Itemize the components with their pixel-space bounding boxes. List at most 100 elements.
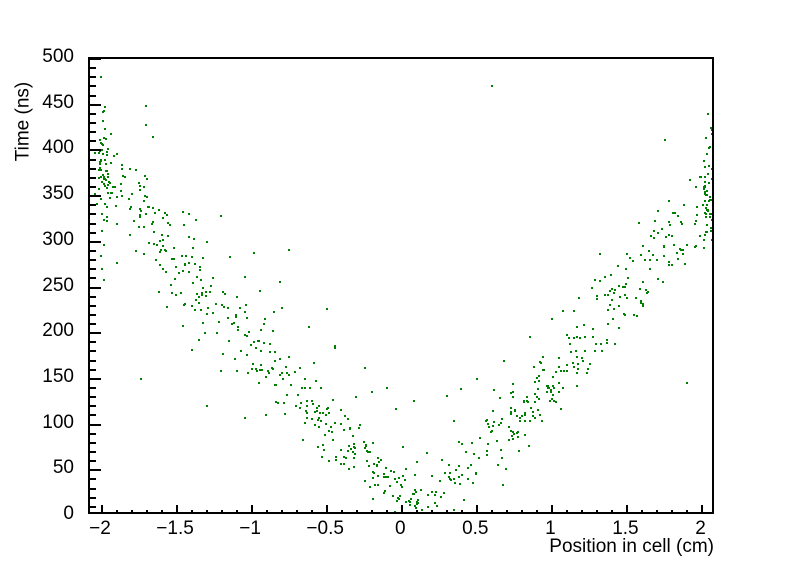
y-major-tick <box>90 195 101 197</box>
y-tick-label: 500 <box>42 46 74 67</box>
x-major-tick <box>401 505 403 512</box>
x-minor-tick <box>281 510 283 512</box>
y-minor-tick <box>90 85 96 87</box>
y-minor-tick <box>90 277 96 279</box>
x-minor-tick <box>221 510 223 512</box>
x-minor-tick <box>191 510 193 512</box>
x-axis-tick-labels: −2 −1.5 −1 −0.5 0 0.5 1 1.5 2 <box>0 519 796 545</box>
y-minor-tick <box>90 369 96 371</box>
y-axis-tick-labels: 0 50 100 150 200 250 300 350 400 450 500 <box>0 0 82 572</box>
x-minor-tick <box>131 510 133 512</box>
y-minor-tick <box>90 177 96 179</box>
x-major-tick <box>251 505 253 512</box>
x-minor-tick <box>161 510 163 512</box>
y-minor-tick <box>90 478 96 480</box>
y-minor-tick <box>90 131 96 133</box>
y-minor-tick <box>90 414 96 416</box>
x-major-tick <box>326 505 328 512</box>
x-minor-tick <box>596 510 598 512</box>
x-minor-tick <box>581 510 583 512</box>
y-tick-label: 250 <box>42 274 74 296</box>
y-minor-tick <box>90 223 96 225</box>
y-minor-tick <box>90 460 96 462</box>
y-minor-tick <box>90 497 96 499</box>
y-tick-label: 350 <box>42 183 74 205</box>
y-minor-tick <box>90 113 96 115</box>
y-minor-tick <box>90 213 96 215</box>
y-minor-tick <box>90 122 96 124</box>
x-major-tick <box>101 505 103 512</box>
y-minor-tick <box>90 305 96 307</box>
x-major-tick <box>476 505 478 512</box>
y-minor-tick <box>90 323 96 325</box>
x-minor-tick <box>236 510 238 512</box>
y-minor-tick <box>90 314 96 316</box>
x-minor-tick <box>641 510 643 512</box>
y-minor-tick <box>90 259 96 261</box>
y-minor-tick <box>90 442 96 444</box>
x-minor-tick <box>431 510 433 512</box>
x-tick-label: 1.5 <box>612 518 639 539</box>
y-minor-tick <box>90 396 96 398</box>
y-minor-tick <box>90 405 96 407</box>
y-minor-tick <box>90 433 96 435</box>
x-tick-label: 0 <box>394 518 406 539</box>
x-minor-tick <box>356 510 358 512</box>
x-minor-tick <box>536 510 538 512</box>
x-minor-tick <box>311 510 313 512</box>
x-minor-tick <box>116 510 118 512</box>
x-major-tick <box>551 505 553 512</box>
y-minor-tick <box>90 76 96 78</box>
x-minor-tick <box>461 510 463 512</box>
x-minor-tick <box>386 510 388 512</box>
y-minor-tick <box>90 168 96 170</box>
x-minor-tick <box>566 510 568 512</box>
y-minor-tick <box>90 296 96 298</box>
y-minor-tick <box>90 387 96 389</box>
y-major-tick <box>90 149 101 151</box>
x-minor-tick <box>656 510 658 512</box>
y-major-tick <box>90 378 101 380</box>
scatter-points-layer <box>90 59 712 512</box>
x-major-tick <box>626 505 628 512</box>
x-major-tick <box>176 505 178 512</box>
y-tick-label: 200 <box>42 320 74 342</box>
y-minor-tick <box>90 232 96 234</box>
y-tick-label: 100 <box>42 411 74 433</box>
y-major-tick <box>90 469 101 471</box>
y-minor-tick <box>90 140 96 142</box>
x-minor-tick <box>506 510 508 512</box>
y-minor-tick <box>90 67 96 69</box>
x-minor-tick <box>206 510 208 512</box>
x-axis-title: Position in cell (cm) <box>549 536 714 557</box>
y-minor-tick <box>90 204 96 206</box>
y-major-tick <box>90 332 101 334</box>
x-minor-tick <box>521 510 523 512</box>
y-tick-label: 150 <box>42 365 74 387</box>
y-minor-tick <box>90 360 96 362</box>
y-major-tick <box>90 424 101 426</box>
x-tick-label: 1 <box>545 518 556 539</box>
x-minor-tick <box>341 510 343 512</box>
y-minor-tick <box>90 250 96 252</box>
x-minor-tick <box>446 510 448 512</box>
y-minor-tick <box>90 488 96 490</box>
y-minor-tick <box>90 341 96 343</box>
y-minor-tick <box>90 95 96 97</box>
x-tick-label: −0.5 <box>306 518 344 539</box>
x-major-tick <box>701 505 703 512</box>
y-minor-tick <box>90 186 96 188</box>
x-minor-tick <box>671 510 673 512</box>
y-major-tick <box>90 59 101 60</box>
x-minor-tick <box>296 510 298 512</box>
x-minor-tick <box>146 510 148 512</box>
x-minor-tick <box>611 510 613 512</box>
y-minor-tick <box>90 350 96 352</box>
x-tick-label: −1 <box>239 518 261 539</box>
x-tick-label: −2 <box>89 518 111 539</box>
x-minor-tick <box>416 510 418 512</box>
y-major-tick <box>90 104 101 106</box>
y-tick-label: 50 <box>52 457 74 479</box>
y-minor-tick <box>90 268 96 270</box>
